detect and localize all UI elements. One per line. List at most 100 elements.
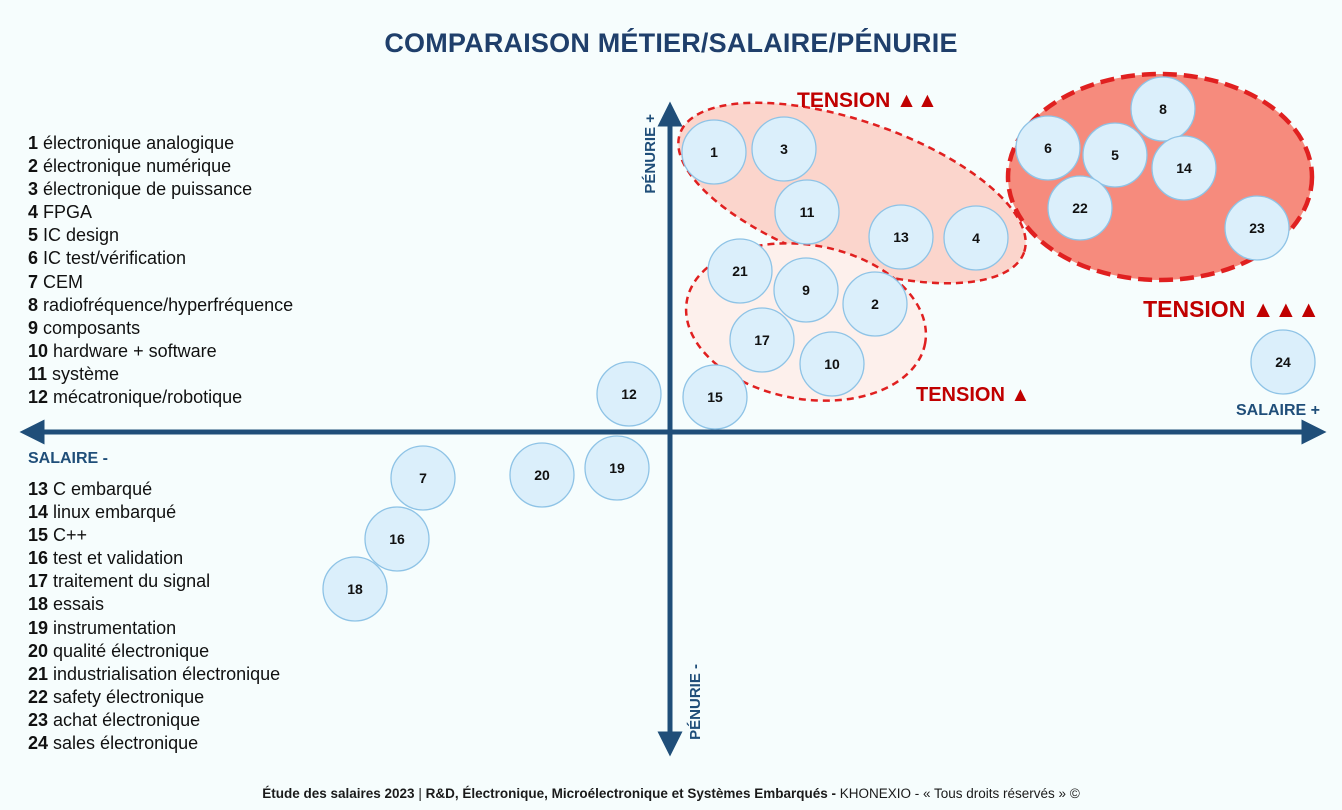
job-bubble-17: 17 (729, 307, 795, 373)
legend-item-label: FPGA (43, 202, 93, 223)
legend-item-label: industrialisation électronique (53, 663, 281, 684)
legend-item-number: 18 (28, 594, 49, 615)
bubble-circle (751, 116, 817, 182)
tension-label-high: TENSION ▲▲▲ (1143, 296, 1320, 322)
bubble-number: 4 (972, 230, 980, 246)
legend-item-number: 24 (28, 733, 49, 754)
legend-item: 17 traitement du signal (28, 570, 280, 593)
legend-item-number: 13 (28, 479, 49, 499)
bubble-number: 10 (824, 356, 840, 372)
legend-item-label: système (52, 363, 120, 384)
legend-item: 1 électronique analogique (28, 132, 293, 155)
legend-item: 21 industrialisation électronique (28, 663, 280, 686)
legend-item: 23 achat électronique (28, 709, 280, 732)
bubble-circle (322, 556, 388, 622)
legend-item-number: 19 (28, 617, 49, 638)
legend-item: 13 C embarqué (28, 478, 280, 501)
legend-item: 11 système (28, 363, 293, 386)
legend-item: 15 C++ (28, 524, 280, 547)
legend-item-label: traitement du signal (53, 571, 211, 592)
job-bubble-14: 14 (1151, 135, 1217, 201)
legend-item-number: 15 (28, 525, 49, 546)
legend-item-label: électronique numérique (43, 156, 232, 177)
job-bubble-10: 10 (799, 331, 865, 397)
job-bubble-21: 21 (707, 238, 773, 304)
legend-item-label: hardware + software (53, 340, 217, 361)
bubble-number: 5 (1111, 147, 1119, 163)
job-bubble-11: 11 (774, 179, 840, 245)
job-bubble-23: 23 (1224, 195, 1290, 261)
footer: Étude des salaires 2023 | R&D, Électroni… (0, 786, 1342, 801)
bubble-number: 20 (534, 467, 550, 483)
axis-label-salaire-minus: SALAIRE - (28, 450, 108, 467)
legend-item-number: 22 (28, 686, 49, 707)
legend-item: 20 qualité électronique (28, 640, 280, 663)
bubble-number: 24 (1275, 354, 1291, 370)
bubble-circle (682, 364, 748, 430)
footer-scope: R&D, Électronique, Microélectronique et … (425, 786, 836, 801)
legend-item-number: 11 (28, 363, 48, 384)
legend-item-label: CEM (43, 271, 84, 292)
legend-item-label: C embarqué (53, 479, 153, 499)
legend-item-label: électronique de puissance (43, 179, 253, 200)
bubble-circle (1250, 329, 1316, 395)
legend-item: 5 IC design (28, 224, 293, 247)
bubble-circle (509, 442, 575, 508)
bubble-circle (943, 205, 1009, 271)
job-bubble-16: 16 (364, 506, 430, 572)
bubble-circle (1082, 122, 1148, 188)
job-bubble-19: 19 (584, 435, 650, 501)
bubble-circle (1224, 195, 1290, 261)
legend-item-number: 5 (28, 225, 39, 246)
job-bubble-6: 6 (1015, 115, 1081, 181)
legend-item-number: 7 (28, 271, 39, 292)
bubble-number: 11 (800, 204, 815, 220)
footer-study: Étude des salaires 2023 (262, 786, 415, 801)
bubble-circle (868, 204, 934, 270)
legend-item-number: 6 (28, 248, 39, 269)
bubble-circle (774, 179, 840, 245)
bubble-number: 3 (780, 141, 788, 157)
bubble-circle (681, 119, 747, 185)
footer-brand: KHONEXIO - « Tous droits réservés » © (839, 786, 1080, 801)
legend-item: 7 CEM (28, 271, 293, 294)
bubble-number: 17 (754, 332, 770, 348)
legend-item: 10 hardware + software (28, 340, 293, 363)
legend-item-number: 16 (28, 548, 49, 569)
bubble-number: 19 (609, 460, 625, 476)
job-bubble-8: 8 (1130, 76, 1196, 142)
legend-item: 19 instrumentation (28, 617, 280, 640)
legend-item-number: 14 (28, 502, 49, 523)
job-bubble-9: 9 (773, 257, 839, 323)
tension-label-mid: TENSION ▲▲ (797, 89, 938, 112)
job-bubble-22: 22 (1047, 175, 1113, 241)
legend-item-number: 3 (28, 179, 39, 200)
legend-item: 14 linux embarqué (28, 501, 280, 524)
legend-item-number: 2 (28, 156, 39, 177)
legend-item: 4 FPGA (28, 201, 293, 224)
job-bubble-24: 24 (1250, 329, 1316, 395)
legend-item-number: 4 (28, 202, 39, 223)
footer-separator: | (418, 786, 422, 801)
legend-item-label: IC design (43, 225, 120, 246)
bubble-circle (584, 435, 650, 501)
legend-item: 16 test et validation (28, 547, 280, 570)
job-bubble-4: 4 (943, 205, 1009, 271)
job-bubble-20: 20 (509, 442, 575, 508)
axis-label-penurie-minus: PÉNURIE - (687, 664, 704, 740)
legend-item-number: 20 (28, 640, 49, 661)
bubble-circle (707, 238, 773, 304)
legend-item: 18 essais (28, 593, 280, 616)
bubble-circle (799, 331, 865, 397)
bubble-number: 1 (710, 144, 718, 160)
bubble-number: 21 (732, 263, 748, 279)
axis-label-penurie-plus: PÉNURIE + (642, 114, 659, 194)
job-bubble-3: 3 (751, 116, 817, 182)
axis-label-salaire-plus: SALAIRE + (1236, 402, 1320, 419)
legend-item-label: C++ (53, 525, 88, 546)
bubble-number: 14 (1176, 160, 1192, 176)
bubble-number: 23 (1249, 220, 1265, 236)
bubble-number: 16 (389, 531, 405, 547)
job-bubble-2: 2 (842, 271, 908, 337)
